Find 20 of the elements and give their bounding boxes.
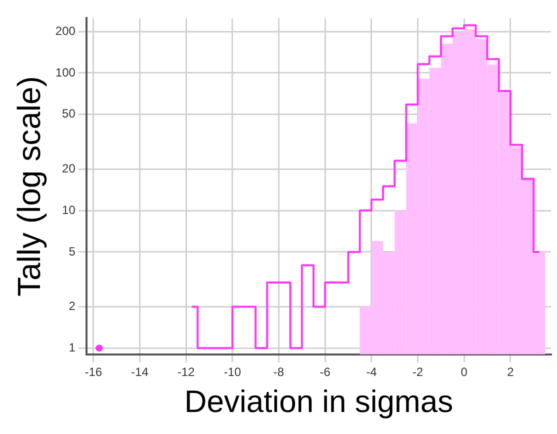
x-tick-label: -6 bbox=[320, 364, 331, 379]
y-tick-label: 10 bbox=[62, 202, 76, 217]
y-tick-label: 1 bbox=[68, 340, 76, 354]
y-tick-label: 20 bbox=[62, 161, 76, 176]
y-tick-label: 2 bbox=[68, 299, 76, 313]
x-axis-title: Deviation in sigmas bbox=[184, 384, 454, 419]
x-tick-label: 2 bbox=[507, 364, 514, 379]
x-tick-label: -16 bbox=[84, 364, 102, 379]
x-tick-label: -10 bbox=[224, 364, 242, 379]
x-tick-label: -4 bbox=[366, 364, 378, 379]
x-tick-label: -2 bbox=[412, 364, 424, 379]
y-tick-label: 50 bbox=[62, 106, 76, 121]
y-axis-title: Tally (log scale) bbox=[11, 76, 48, 297]
x-tick-label: -12 bbox=[177, 364, 196, 379]
y-tick-label: 100 bbox=[55, 65, 76, 80]
y-tick-label: 5 bbox=[68, 244, 76, 258]
x-tick-label: -8 bbox=[273, 364, 284, 379]
x-tick-label: 0 bbox=[460, 364, 468, 379]
x-tick-label: -14 bbox=[131, 364, 149, 379]
y-tick-label: 200 bbox=[55, 24, 76, 38]
